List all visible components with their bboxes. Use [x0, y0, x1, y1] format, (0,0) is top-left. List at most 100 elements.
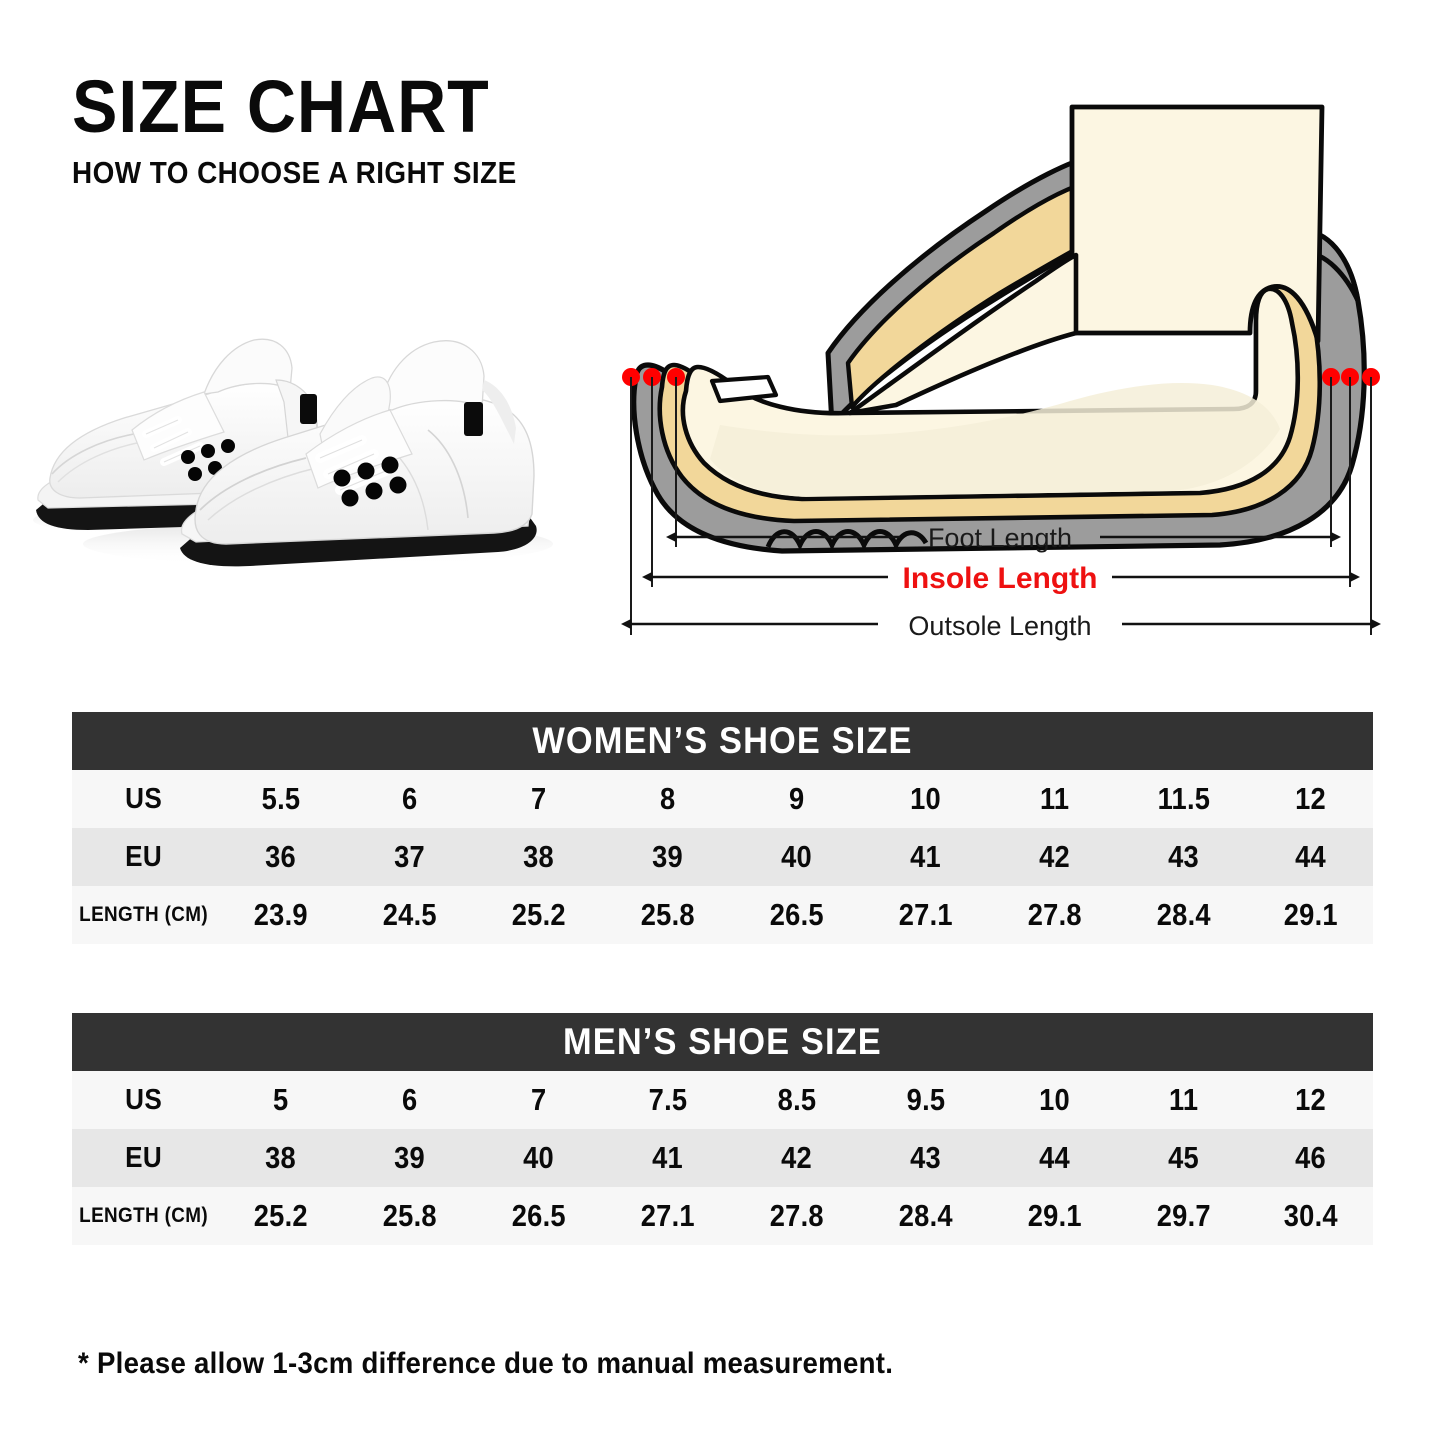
mens-size-table: MEN’S SHOE SIZE US 5 6 7 7.5 8.5 9.5 10 …	[72, 1013, 1374, 1245]
table-cell: 10	[990, 1071, 1119, 1129]
measure-insole-length: Insole Length	[642, 562, 1360, 595]
table-cell: 36	[216, 828, 345, 886]
table-cell: 39	[345, 1129, 474, 1187]
row-label: EU	[125, 1141, 163, 1174]
measure-foot-length: Foot Length	[666, 523, 1341, 553]
sneaker-front	[180, 340, 537, 567]
table-cell: 28.4	[1119, 886, 1248, 944]
table-cell: 6	[345, 1071, 474, 1129]
mens-table-banner: MEN’S SHOE SIZE	[72, 1013, 1374, 1071]
table-cell: 27.1	[861, 886, 990, 944]
table-cell: 43	[1119, 828, 1248, 886]
measure-label-foot-length: Foot Length	[928, 523, 1072, 553]
table-cell: 7	[474, 1071, 603, 1129]
row-label: LENGTH (CM)	[79, 903, 209, 926]
sneaker-illustration	[33, 338, 553, 567]
row-label: EU	[125, 840, 163, 873]
table-cell: 29.1	[990, 1187, 1119, 1245]
table-cell: 44	[990, 1129, 1119, 1187]
table-cell: 24.5	[345, 886, 474, 944]
heel-tag	[464, 402, 483, 436]
table-row: LENGTH (CM) 23.9 24.5 25.2 25.8 26.5 27.…	[72, 886, 1374, 944]
table-cell: 40	[732, 828, 861, 886]
table-cell: 10	[861, 770, 990, 828]
table-cell: 12	[1248, 770, 1374, 828]
table-cell: 26.5	[732, 886, 861, 944]
table-cell: 5	[216, 1071, 345, 1129]
table-row: EU 36 37 38 39 40 41 42 43 44	[72, 828, 1374, 886]
table-cell: 23.9	[216, 886, 345, 944]
table-cell: 7.5	[603, 1071, 732, 1129]
page-subtitle: HOW TO CHOOSE A RIGHT SIZE	[72, 155, 517, 191]
row-label: LENGTH (CM)	[79, 1204, 209, 1227]
foot-shape	[680, 104, 1325, 502]
row-label: US	[125, 1083, 163, 1116]
page-header: SIZE CHART HOW TO CHOOSE A RIGHT SIZE	[72, 65, 592, 191]
table-cell: 30.4	[1248, 1187, 1374, 1245]
table-cell: 29.7	[1119, 1187, 1248, 1245]
table-cell: 25.8	[603, 886, 732, 944]
table-cell: 29.1	[1248, 886, 1374, 944]
eyelet-dots-back	[181, 439, 235, 481]
womens-table-banner-row: WOMEN’S SHOE SIZE	[72, 712, 1374, 770]
table-cell: 25.2	[474, 886, 603, 944]
table-cell: 6	[345, 770, 474, 828]
table-cell: 25.8	[345, 1187, 474, 1245]
row-label-cell: EU	[72, 828, 216, 886]
womens-table-banner: WOMEN’S SHOE SIZE	[72, 712, 1374, 770]
table-cell: 44	[1248, 828, 1374, 886]
row-label: US	[125, 782, 163, 815]
measurement-disclaimer: * Please allow 1-3cm difference due to m…	[78, 1347, 894, 1380]
row-label-cell: LENGTH (CM)	[72, 1187, 216, 1245]
table-cell: 25.2	[216, 1187, 345, 1245]
table-cell: 12	[1248, 1071, 1374, 1129]
table-row: EU 38 39 40 41 42 43 44 45 46	[72, 1129, 1374, 1187]
womens-banner-label: WOMEN’S SHOE SIZE	[532, 720, 913, 761]
table-cell: 46	[1248, 1129, 1374, 1187]
table-cell: 45	[1119, 1129, 1248, 1187]
table-cell: 43	[861, 1129, 990, 1187]
table-cell: 41	[603, 1129, 732, 1187]
table-cell: 42	[732, 1129, 861, 1187]
table-row: LENGTH (CM) 25.2 25.8 26.5 27.1 27.8 28.…	[72, 1187, 1374, 1245]
table-cell: 11.5	[1119, 770, 1248, 828]
table-cell: 5.5	[216, 770, 345, 828]
foot-measurement-diagram: Foot Length Insole Length Outsole Length	[600, 95, 1400, 655]
page-title: SIZE CHART	[72, 65, 490, 148]
eyelet-dots-front	[333, 456, 407, 507]
mens-banner-label: MEN’S SHOE SIZE	[563, 1021, 882, 1062]
table-cell: 38	[216, 1129, 345, 1187]
row-label-cell: US	[72, 1071, 216, 1129]
table-cell: 9	[732, 770, 861, 828]
table-cell: 9.5	[861, 1071, 990, 1129]
table-cell: 40	[474, 1129, 603, 1187]
table-cell: 38	[474, 828, 603, 886]
table-cell: 27.1	[603, 1187, 732, 1245]
table-cell: 8	[603, 770, 732, 828]
measure-guidelines	[630, 377, 1372, 635]
row-label-cell: US	[72, 770, 216, 828]
womens-size-table: WOMEN’S SHOE SIZE US 5.5 6 7 8 9 10 11 1…	[72, 712, 1374, 944]
table-cell: 27.8	[990, 886, 1119, 944]
measure-label-outsole-length: Outsole Length	[908, 611, 1091, 641]
table-cell: 41	[861, 828, 990, 886]
table-cell: 37	[345, 828, 474, 886]
table-cell: 7	[474, 770, 603, 828]
sneaker-photo	[28, 262, 573, 572]
measure-label-insole-length: Insole Length	[903, 562, 1098, 595]
table-cell: 8.5	[732, 1071, 861, 1129]
mens-table-banner-row: MEN’S SHOE SIZE	[72, 1013, 1374, 1071]
table-cell: 11	[1119, 1071, 1248, 1129]
row-label-cell: LENGTH (CM)	[72, 886, 216, 944]
table-cell: 26.5	[474, 1187, 603, 1245]
measure-markers	[622, 368, 1380, 386]
table-cell: 11	[990, 770, 1119, 828]
measure-outsole-length: Outsole Length	[621, 611, 1381, 641]
table-cell: 28.4	[861, 1187, 990, 1245]
table-row: US 5 6 7 7.5 8.5 9.5 10 11 12	[72, 1071, 1374, 1129]
table-cell: 39	[603, 828, 732, 886]
table-cell: 27.8	[732, 1187, 861, 1245]
table-row: US 5.5 6 7 8 9 10 11 11.5 12	[72, 770, 1374, 828]
table-cell: 42	[990, 828, 1119, 886]
row-label-cell: EU	[72, 1129, 216, 1187]
